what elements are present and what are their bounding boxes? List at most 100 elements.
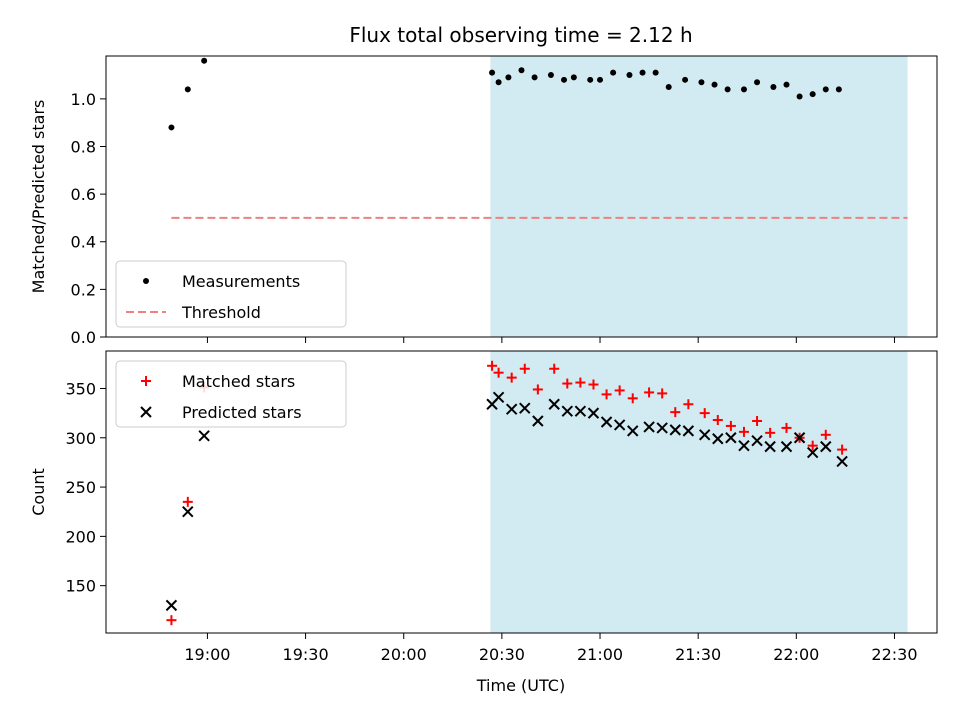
data-point bbox=[807, 440, 818, 451]
x-b bbox=[836, 455, 848, 468]
data-point bbox=[752, 416, 763, 427]
data-point bbox=[793, 432, 806, 444]
data-point bbox=[575, 377, 586, 388]
x-tick-label: 19:30 bbox=[283, 645, 329, 664]
data-point bbox=[601, 389, 612, 400]
data-point bbox=[669, 424, 681, 436]
y-tick-label: 1.0 bbox=[71, 90, 96, 109]
data-point bbox=[725, 420, 736, 431]
data-point bbox=[835, 86, 842, 93]
data-point bbox=[724, 86, 731, 93]
y-tick-label: 150 bbox=[65, 577, 96, 596]
data-point bbox=[201, 57, 208, 64]
legend-label: Matched stars bbox=[182, 372, 295, 391]
data-point bbox=[627, 393, 638, 404]
y-tick-label: 0.2 bbox=[71, 280, 96, 299]
data-point bbox=[820, 429, 831, 440]
data-point bbox=[665, 83, 672, 90]
x-b bbox=[548, 398, 560, 410]
x-b bbox=[613, 419, 626, 431]
x-b bbox=[182, 506, 194, 518]
x-b bbox=[643, 421, 655, 433]
data-point bbox=[531, 74, 538, 81]
data-point bbox=[627, 425, 639, 437]
data-point bbox=[519, 363, 530, 374]
data-point bbox=[751, 435, 763, 447]
data-point bbox=[712, 415, 723, 426]
x-b bbox=[492, 391, 505, 404]
legend-label: Measurements bbox=[182, 272, 300, 291]
x-b bbox=[712, 433, 724, 445]
data-point bbox=[168, 124, 175, 131]
data-point bbox=[493, 367, 504, 378]
data-point bbox=[532, 384, 543, 395]
data-point bbox=[699, 429, 711, 441]
data-point bbox=[796, 93, 803, 100]
x-tick-label: 20:00 bbox=[381, 645, 427, 664]
panel-count: 150 200 250 300 350 19:00 19:30 20:00 20:30 21:00… bbox=[29, 350, 938, 664]
y-axis-label: Count bbox=[29, 468, 48, 516]
data-point bbox=[574, 405, 587, 417]
x-b bbox=[198, 430, 210, 442]
x-b bbox=[656, 422, 668, 434]
x-b bbox=[165, 599, 178, 612]
x-tick-label: 22:30 bbox=[871, 645, 917, 664]
axes-frame bbox=[105, 350, 938, 634]
data-point bbox=[165, 599, 178, 612]
data-point bbox=[698, 79, 705, 86]
x-b bbox=[505, 403, 518, 415]
data-point bbox=[489, 69, 496, 76]
data-point bbox=[597, 76, 604, 83]
y-tick-label: 0.6 bbox=[71, 185, 96, 204]
legend-marker-x-b bbox=[140, 406, 152, 418]
data-point bbox=[644, 387, 655, 398]
y-tick-label: 0.4 bbox=[71, 233, 96, 252]
data-point bbox=[682, 425, 695, 437]
x-tick-label: 20:30 bbox=[479, 645, 525, 664]
data-point bbox=[562, 378, 573, 389]
x-b bbox=[532, 415, 544, 427]
series-matched-stars bbox=[166, 360, 848, 626]
series-predicted-stars bbox=[165, 391, 848, 612]
data-point bbox=[626, 72, 633, 79]
data-point bbox=[639, 69, 646, 76]
x-b bbox=[806, 446, 819, 459]
x-b bbox=[751, 435, 763, 447]
data-point bbox=[806, 446, 819, 459]
data-point bbox=[740, 86, 747, 93]
x-tick-label: 19:00 bbox=[184, 645, 230, 664]
data-point bbox=[725, 432, 737, 444]
x-tick-label: 21:00 bbox=[577, 645, 623, 664]
data-point bbox=[519, 402, 531, 414]
data-point bbox=[780, 440, 793, 453]
data-point bbox=[600, 416, 613, 428]
x-b bbox=[793, 432, 806, 444]
data-point bbox=[506, 372, 517, 383]
data-point bbox=[711, 81, 718, 88]
legend-box bbox=[115, 360, 347, 428]
data-point bbox=[764, 440, 776, 453]
y-tick-label: 250 bbox=[65, 478, 96, 497]
data-point bbox=[820, 440, 832, 453]
y-axis-label: Matched/Predicted stars bbox=[29, 100, 48, 294]
data-point bbox=[182, 496, 193, 507]
data-point bbox=[532, 415, 544, 427]
x-b bbox=[738, 439, 750, 452]
data-point bbox=[765, 427, 776, 438]
data-point bbox=[588, 379, 599, 390]
data-point bbox=[561, 76, 568, 83]
data-point bbox=[570, 74, 577, 81]
data-point bbox=[809, 91, 816, 98]
data-point bbox=[712, 433, 724, 445]
x-axis-label: Time (UTC) bbox=[476, 676, 565, 695]
x-b bbox=[699, 429, 711, 441]
data-point bbox=[495, 79, 502, 86]
data-point bbox=[657, 388, 668, 399]
data-point bbox=[587, 407, 600, 419]
data-point bbox=[770, 83, 777, 90]
data-point bbox=[652, 69, 659, 76]
panel-ratio: 0.0 0.2 0.4 0.6 0.8 1.0 Matched/Predicted star… bbox=[29, 55, 938, 347]
data-point bbox=[837, 444, 848, 455]
x-b bbox=[780, 440, 793, 453]
